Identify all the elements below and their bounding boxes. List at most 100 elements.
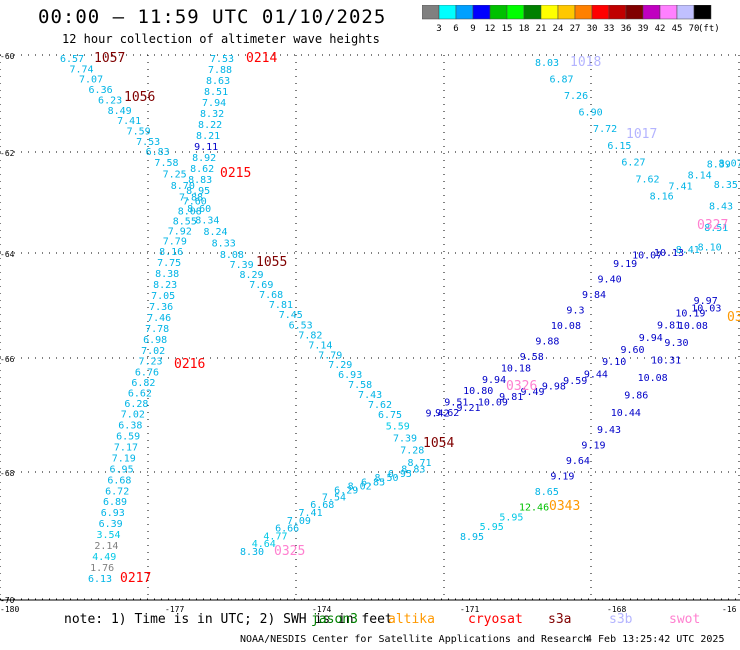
wave-value-track-c: 9.43 <box>597 425 621 436</box>
wave-value-track-c: 9.19 <box>613 259 637 270</box>
wave-value-track-c: 10.08 <box>638 373 668 384</box>
colorbar-swatch <box>557 5 576 20</box>
legend-cryosat: cryosat <box>468 612 523 627</box>
wave-value-track-b: 6.28 <box>124 399 148 410</box>
wave-value-track-a: 7.41 <box>299 508 323 519</box>
wave-value-track-a: 6.23 <box>98 95 122 106</box>
wave-value-track-c: 9.94 <box>482 375 506 386</box>
pass-time-label: 0325 <box>274 544 305 559</box>
wave-value-track-c: 9.19 <box>581 441 605 452</box>
pass-time-label: 0327 <box>697 218 728 233</box>
wave-value-track-a: 7.69 <box>249 280 273 291</box>
pass-time-label: 1054 <box>423 436 454 451</box>
wave-value-track-a: 4.64 <box>252 539 276 550</box>
colorbar-tick-label: 15 <box>502 24 513 34</box>
wave-value-track-c: 10.03 <box>691 303 721 314</box>
pass-time-label: 0217 <box>120 571 151 586</box>
wave-value-track-c: 8.95 <box>460 532 484 543</box>
colorbar-tick-label: 33 <box>604 24 615 34</box>
wave-value-track-c: 10.31 <box>651 356 681 367</box>
wave-value-track-b: 7.92 <box>168 226 192 237</box>
wave-value-track-b: 7.05 <box>151 291 175 302</box>
wave-value-track-c: 10.44 <box>611 408 641 419</box>
wave-value-track-a: 7.82 <box>298 330 322 341</box>
wave-value-track-c: 8.41 <box>676 245 700 256</box>
wave-value-track-b: 3.54 <box>96 530 120 541</box>
wave-value-track-c: 12.46 <box>519 502 549 513</box>
wave-value-track-a: 7.62 <box>368 400 392 411</box>
wave-height-values: 6.577.747.076.366.238.497.417.597.536.83… <box>60 54 740 585</box>
wave-value-track-b: 9.11 <box>194 142 218 153</box>
wave-value-track-b: 7.02 <box>141 346 165 357</box>
wave-value-track-b: 8.22 <box>198 120 222 131</box>
wave-value-track-a: 8.33 <box>212 238 236 249</box>
wave-value-track-a: 8.24 <box>203 227 227 238</box>
latitude-tick-label: -64 <box>0 250 15 259</box>
wave-value-track-b: 8.95 <box>186 186 210 197</box>
wave-value-track-c: 8.03 <box>535 58 559 69</box>
wave-value-track-a: 8.70 <box>171 181 195 192</box>
pass-time-label: 03 <box>727 310 740 325</box>
wave-value-track-b: 6.38 <box>118 421 142 432</box>
wave-value-track-c: 8.14 <box>688 171 712 182</box>
colorbar-tick-label: 21 <box>536 24 547 34</box>
wave-value-track-b: 1.76 <box>90 563 114 574</box>
wave-value-track-a: 7.43 <box>358 390 382 401</box>
pass-time-label: 1017 <box>626 127 657 142</box>
wave-value-track-a: 7.59 <box>127 127 151 138</box>
wave-value-track-c: 9.42 <box>425 409 449 420</box>
wave-value-track-b: 8.92 <box>192 153 216 164</box>
wave-value-track-c: 9.51 <box>444 397 468 408</box>
wave-value-track-a: 7.53 <box>136 137 160 148</box>
colorbar-unit-label: (ft) <box>698 24 720 34</box>
wave-value-track-a: 6.36 <box>89 85 113 96</box>
wave-value-track-b: 2.14 <box>94 541 118 552</box>
longitude-tick-label: -16 <box>722 605 737 614</box>
wave-value-track-a: 8.30 <box>240 547 264 558</box>
pass-time-label: 0214 <box>246 51 277 66</box>
wave-value-track-c: 9.19 <box>550 472 574 483</box>
colorbar-swatch <box>455 5 474 20</box>
colorbar-swatch <box>574 5 593 20</box>
colorbar-swatch <box>506 5 525 20</box>
wave-value-track-a: 6.95 <box>388 469 412 480</box>
legend-s3b: s3b <box>609 612 633 627</box>
colorbar-swatch <box>472 5 491 20</box>
latitude-tick-label: -70 <box>0 596 15 605</box>
wave-value-track-c: 9.86 <box>624 391 648 402</box>
colorbar-tick-label: 36 <box>621 24 632 34</box>
wave-value-track-c: 9.97 <box>694 296 718 307</box>
legend-altika: altika <box>388 612 435 627</box>
wave-value-track-a: 8.02 <box>348 482 372 493</box>
pass-time-label: 0326 <box>506 379 537 394</box>
colorbar-swatch <box>591 5 610 20</box>
wave-value-track-a: 7.79 <box>318 350 342 361</box>
wave-value-track-c: 10.08 <box>678 321 708 332</box>
wave-value-track-b: 8.38 <box>155 269 179 280</box>
wave-value-track-a: 7.81 <box>269 300 293 311</box>
colorbar-swatch <box>642 5 661 20</box>
wave-value-track-c: 10.18 <box>501 363 531 374</box>
wave-value-track-c: 8.16 <box>650 191 674 202</box>
wave-value-track-a: 7.88 <box>179 193 203 204</box>
wave-value-track-b: 7.02 <box>121 410 145 421</box>
pass-time-label: 1018 <box>570 55 601 70</box>
wave-value-track-a: 7.74 <box>70 64 94 75</box>
wave-value-track-b: 7.23 <box>138 357 162 368</box>
wave-value-track-c: 9.59 <box>563 376 587 387</box>
wave-value-track-b: 7.94 <box>202 98 226 109</box>
wave-value-track-b: 6.59 <box>116 431 140 442</box>
wave-value-track-c: 8.07 <box>719 159 740 170</box>
wave-value-track-b: 7.78 <box>145 324 169 335</box>
colorbar-tick-label: 12 <box>485 24 496 34</box>
wave-value-track-c: 8.10 <box>698 242 722 253</box>
wave-value-track-c: 6.27 <box>621 158 645 169</box>
pass-time-label: 1056 <box>124 90 155 105</box>
colorbar-tick-label: 45 <box>672 24 683 34</box>
wave-value-track-c: 9.81 <box>657 321 681 332</box>
wave-value-track-c: 7.62 <box>635 175 659 186</box>
wave-value-track-a: 8.71 <box>407 458 431 469</box>
wave-value-track-c: 9.98 <box>542 382 566 393</box>
wave-value-track-c: 5.95 <box>480 522 504 533</box>
